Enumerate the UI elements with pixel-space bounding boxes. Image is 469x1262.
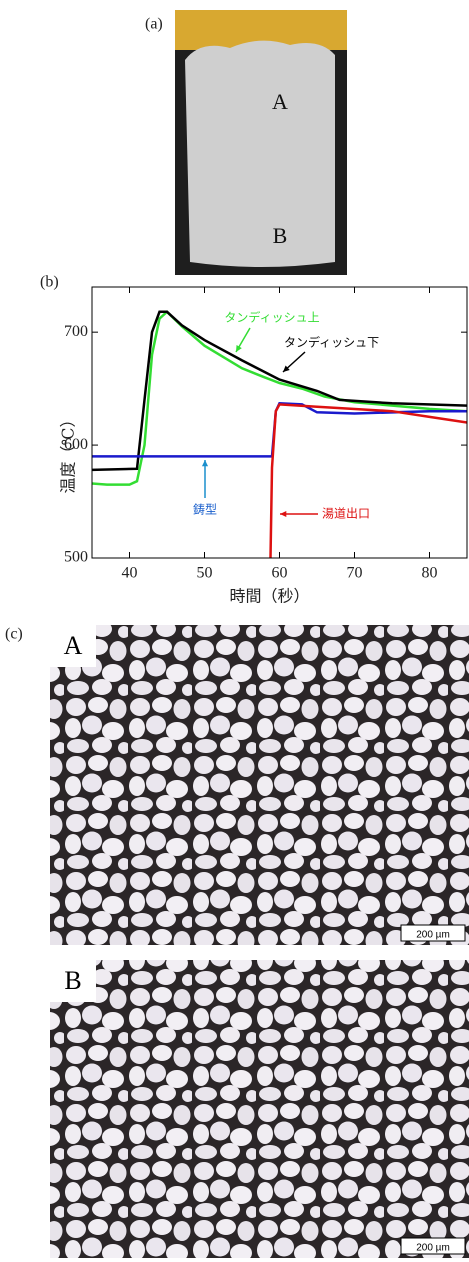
panel-label: (b) [40, 274, 59, 291]
x-tick-label: 50 [197, 565, 213, 582]
plot-frame [92, 287, 467, 558]
series-annotation: タンディッシュ上 [224, 310, 319, 325]
series-line [92, 312, 467, 485]
sample-cylinder [185, 41, 335, 267]
scale-bar-label: 200 µm [416, 930, 450, 941]
x-tick-label: 40 [122, 565, 138, 582]
y-tick-label: 700 [64, 323, 88, 340]
micrograph: B 200 µm [50, 960, 469, 1258]
series-annotation: 湯道出口 [322, 507, 370, 521]
scale-bar-label: 200 µm [416, 1243, 450, 1254]
series-annotation: 鋳型 [193, 503, 217, 517]
x-tick-label: 80 [422, 565, 438, 582]
x-tick-label: 70 [347, 565, 363, 582]
point-label: B [273, 223, 288, 248]
panel-label: (c) [5, 626, 23, 643]
image-label: B [64, 966, 81, 995]
x-axis-label: 時間（秒） [229, 588, 309, 606]
image-label: A [64, 631, 83, 660]
x-tick-label: 60 [272, 565, 288, 582]
figure: (a) A B (b) 5006007004050607080時間（秒）温度（℃… [0, 0, 469, 1262]
panel-label: (a) [145, 16, 163, 33]
series-annotation: タンディッシュ下 [284, 335, 379, 350]
point-label: A [272, 89, 288, 114]
arrow-head [202, 460, 208, 466]
arrow-head [280, 511, 286, 517]
micrograph-image [50, 625, 469, 945]
y-tick-label: 500 [64, 549, 88, 566]
y-axis-label: 温度（℃） [60, 412, 78, 494]
micrograph-image [50, 960, 469, 1258]
series-line [271, 404, 468, 558]
micrograph: A 200 µm [50, 625, 469, 945]
